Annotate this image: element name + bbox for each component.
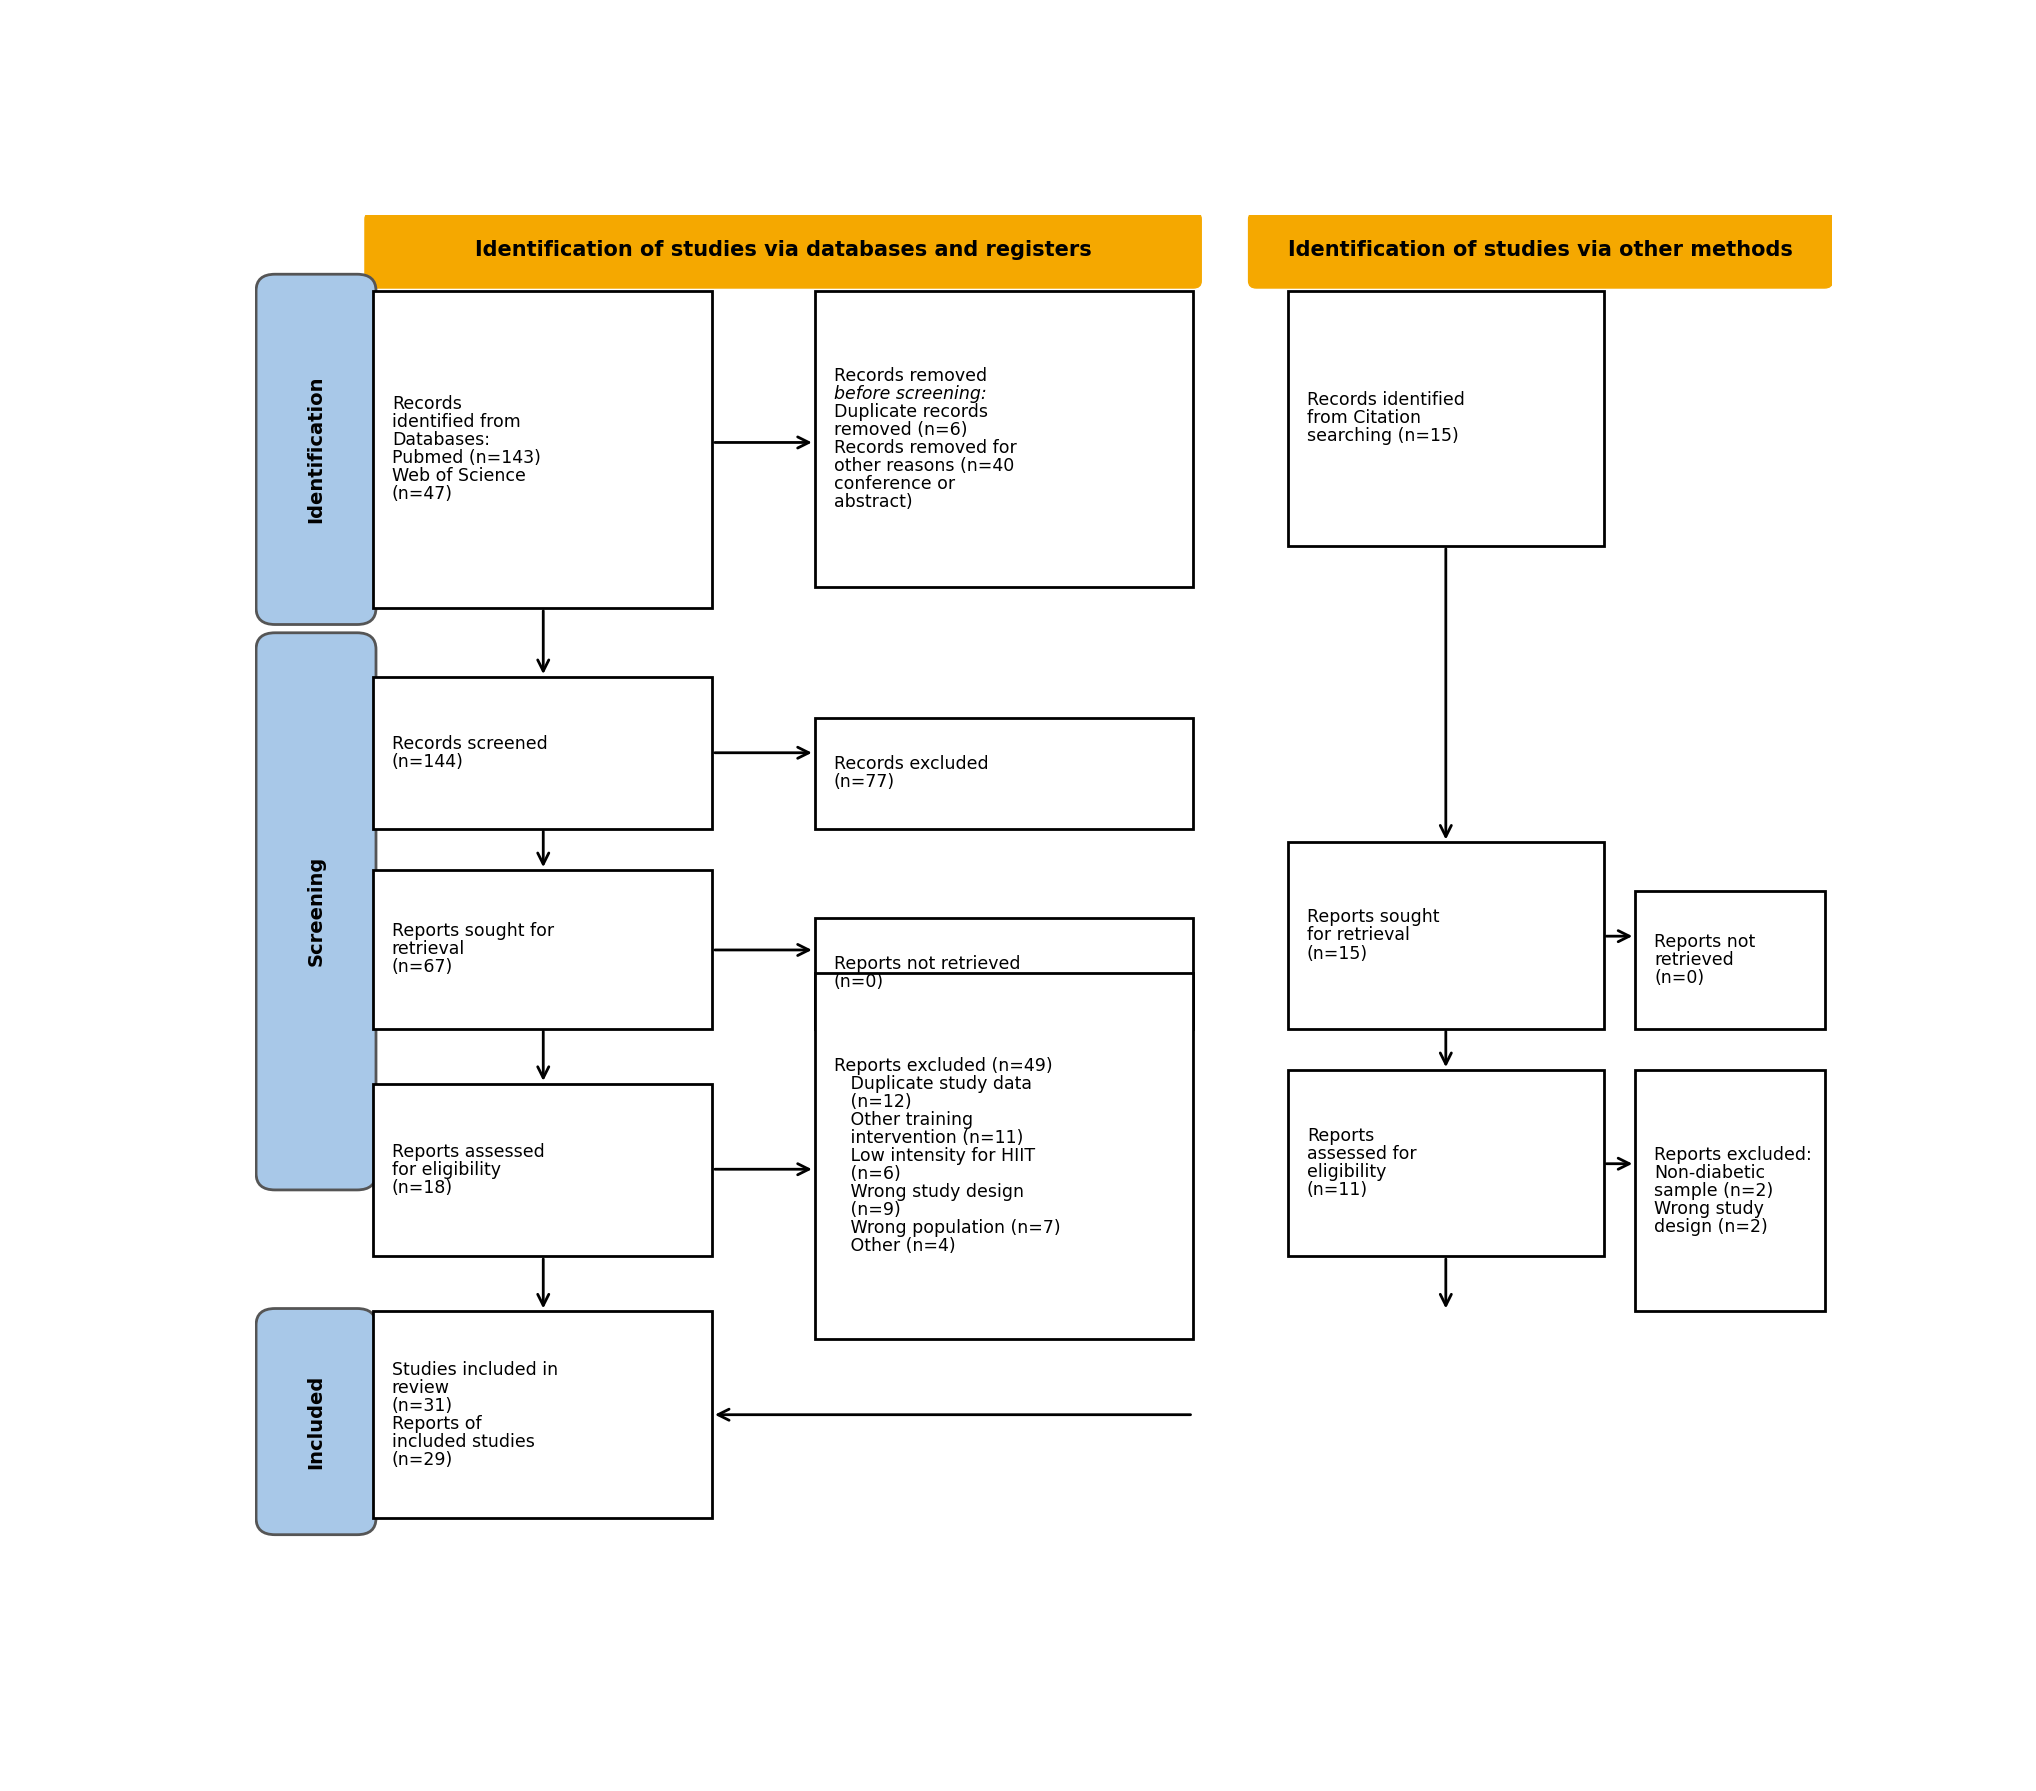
FancyBboxPatch shape [1635,890,1824,1028]
Text: sample (n=2): sample (n=2) [1653,1182,1773,1200]
Text: assessed for: assessed for [1307,1144,1417,1162]
FancyBboxPatch shape [814,290,1193,587]
Text: retrieval: retrieval [391,940,464,958]
Text: before screening:: before screening: [833,385,985,403]
Text: Reports excluded:: Reports excluded: [1653,1146,1812,1164]
Text: Reports not retrieved: Reports not retrieved [833,955,1020,973]
FancyBboxPatch shape [373,677,713,829]
Text: abstract): abstract) [833,493,912,510]
Text: Databases:: Databases: [391,432,491,450]
FancyBboxPatch shape [1289,290,1604,546]
Text: design (n=2): design (n=2) [1653,1218,1767,1236]
Text: Reports sought: Reports sought [1307,908,1439,926]
FancyBboxPatch shape [364,211,1201,288]
Text: Duplicate study data: Duplicate study data [833,1075,1032,1093]
Text: Included: Included [307,1374,326,1469]
Text: Pubmed (n=143): Pubmed (n=143) [391,450,542,467]
Text: Records excluded: Records excluded [833,756,987,774]
Text: Non-diabetic: Non-diabetic [1653,1164,1765,1182]
Text: intervention (n=11): intervention (n=11) [833,1128,1022,1146]
Text: Low intensity for HIIT: Low intensity for HIIT [833,1146,1034,1166]
Text: searching (n=15): searching (n=15) [1307,428,1458,446]
Text: Records removed: Records removed [833,367,987,385]
Text: from Citation: from Citation [1307,410,1421,428]
Text: Screening: Screening [307,856,326,967]
Text: (n=31): (n=31) [391,1397,452,1415]
Text: (n=15): (n=15) [1307,944,1368,962]
FancyBboxPatch shape [814,718,1193,829]
Text: (n=67): (n=67) [391,958,454,976]
Text: removed (n=6): removed (n=6) [833,421,967,439]
Text: Wrong study design: Wrong study design [833,1184,1024,1202]
Text: eligibility: eligibility [1307,1162,1387,1180]
Text: (n=47): (n=47) [391,485,452,503]
FancyBboxPatch shape [373,1084,713,1255]
Text: conference or: conference or [833,475,955,493]
FancyBboxPatch shape [1289,842,1604,1028]
Text: (n=77): (n=77) [833,774,894,792]
Text: Reports: Reports [1307,1127,1374,1144]
Text: (n=0): (n=0) [833,974,884,992]
Text: (n=144): (n=144) [391,752,464,770]
Text: Records screened: Records screened [391,734,548,752]
Text: (n=29): (n=29) [391,1451,454,1469]
FancyBboxPatch shape [814,974,1193,1340]
FancyBboxPatch shape [1635,1069,1824,1311]
Text: (n=9): (n=9) [833,1202,900,1220]
Text: other reasons (n=40: other reasons (n=40 [833,457,1014,475]
Text: Records removed for: Records removed for [833,439,1016,457]
FancyBboxPatch shape [257,1309,377,1535]
Text: Other training: Other training [833,1110,973,1128]
Text: Identification: Identification [307,376,326,523]
Text: Wrong population (n=7): Wrong population (n=7) [833,1220,1061,1238]
Text: (n=18): (n=18) [391,1178,452,1196]
FancyBboxPatch shape [257,274,377,625]
Text: Identification of studies via other methods: Identification of studies via other meth… [1289,240,1794,260]
Text: Records: Records [391,396,462,414]
FancyBboxPatch shape [373,1311,713,1519]
FancyBboxPatch shape [257,632,377,1189]
Text: Records identified: Records identified [1307,390,1464,410]
Text: retrieved: retrieved [1653,951,1735,969]
Text: Identification of studies via databases and registers: Identification of studies via databases … [474,240,1091,260]
Text: included studies: included studies [391,1433,535,1451]
Text: review: review [391,1379,450,1397]
Text: (n=12): (n=12) [833,1093,912,1110]
Text: Wrong study: Wrong study [1653,1200,1763,1218]
Text: for retrieval: for retrieval [1307,926,1409,944]
FancyBboxPatch shape [1289,1069,1604,1255]
Text: identified from: identified from [391,414,521,432]
Text: Duplicate records: Duplicate records [833,403,987,421]
Text: Reports assessed: Reports assessed [391,1143,544,1161]
Text: Studies included in: Studies included in [391,1361,558,1379]
Text: Reports not: Reports not [1653,933,1755,951]
Text: (n=6): (n=6) [833,1166,900,1184]
FancyBboxPatch shape [373,870,713,1028]
FancyBboxPatch shape [1248,211,1832,288]
Text: Web of Science: Web of Science [391,467,525,485]
Text: Reports sought for: Reports sought for [391,922,554,940]
Text: for eligibility: for eligibility [391,1161,501,1178]
Text: Reports of: Reports of [391,1415,480,1433]
FancyBboxPatch shape [814,919,1193,1028]
Text: Other (n=4): Other (n=4) [833,1238,955,1255]
Text: (n=0): (n=0) [1653,969,1704,987]
Text: (n=11): (n=11) [1307,1180,1368,1200]
Text: Reports excluded (n=49): Reports excluded (n=49) [833,1057,1053,1075]
FancyBboxPatch shape [373,290,713,607]
